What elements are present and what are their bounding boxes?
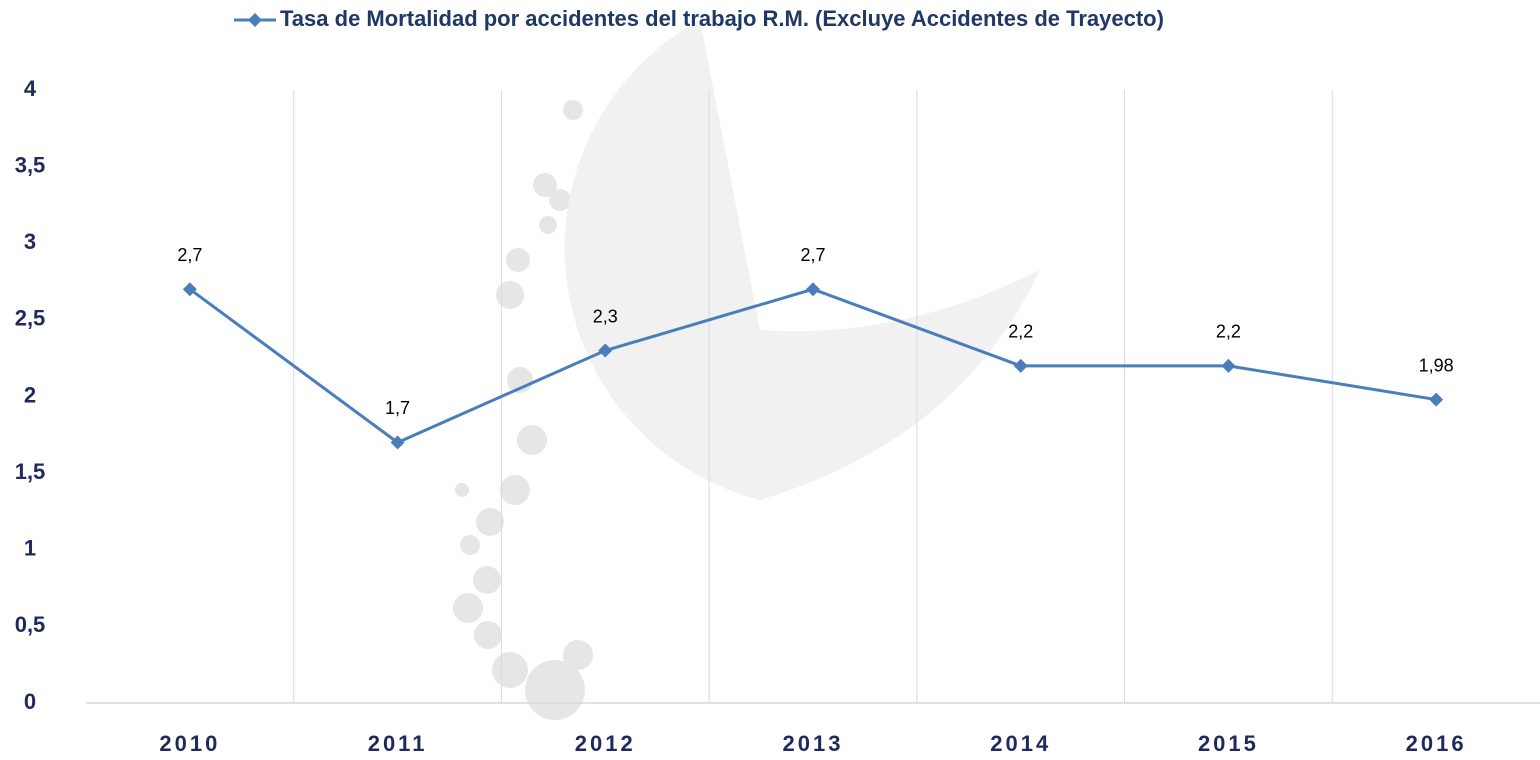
data-label: 2,7 <box>177 245 202 265</box>
data-label: 2,3 <box>593 306 618 326</box>
point-marker <box>1429 392 1444 407</box>
legend-marker <box>248 13 262 27</box>
y-tick-label: 3,5 <box>15 152 46 177</box>
y-tick-label: 3 <box>24 229 36 254</box>
x-tick-label: 2013 <box>783 731 844 756</box>
watermark <box>453 20 1040 720</box>
data-label: 2,2 <box>1216 322 1241 342</box>
point-marker <box>1221 358 1236 373</box>
y-tick-label: 4 <box>24 76 37 101</box>
x-tick-label: 2014 <box>990 731 1051 756</box>
point-marker <box>390 435 405 450</box>
y-tick-label: 0,5 <box>15 612 46 637</box>
plot: 2,7 1,7 2,3 2,7 2,2 2,2 1,98 <box>177 245 1454 450</box>
data-label: 1,98 <box>1419 355 1454 375</box>
data-label: 2,2 <box>1008 322 1033 342</box>
data-label: 2,7 <box>800 245 825 265</box>
y-tick-label: 2 <box>24 382 36 407</box>
y-tick-label: 1 <box>24 536 36 561</box>
point-marker <box>1013 358 1028 373</box>
point-marker <box>182 282 197 297</box>
x-tick-label: 2010 <box>159 731 220 756</box>
x-tick-label: 2016 <box>1406 731 1467 756</box>
y-tick-label: 0 <box>24 689 36 714</box>
x-tick-label: 2011 <box>368 731 428 756</box>
legend-label: Tasa de Mortalidad por accidentes del tr… <box>280 6 1164 31</box>
point-marker <box>598 343 613 358</box>
category-grid <box>86 90 1540 704</box>
x-tick-label: 2015 <box>1198 731 1259 756</box>
y-tick-label: 1,5 <box>15 459 46 484</box>
point-marker <box>806 282 820 297</box>
x-tick-label: 2012 <box>575 731 636 756</box>
data-label: 1,7 <box>385 398 410 418</box>
y-tick-label: 2,5 <box>15 306 46 331</box>
